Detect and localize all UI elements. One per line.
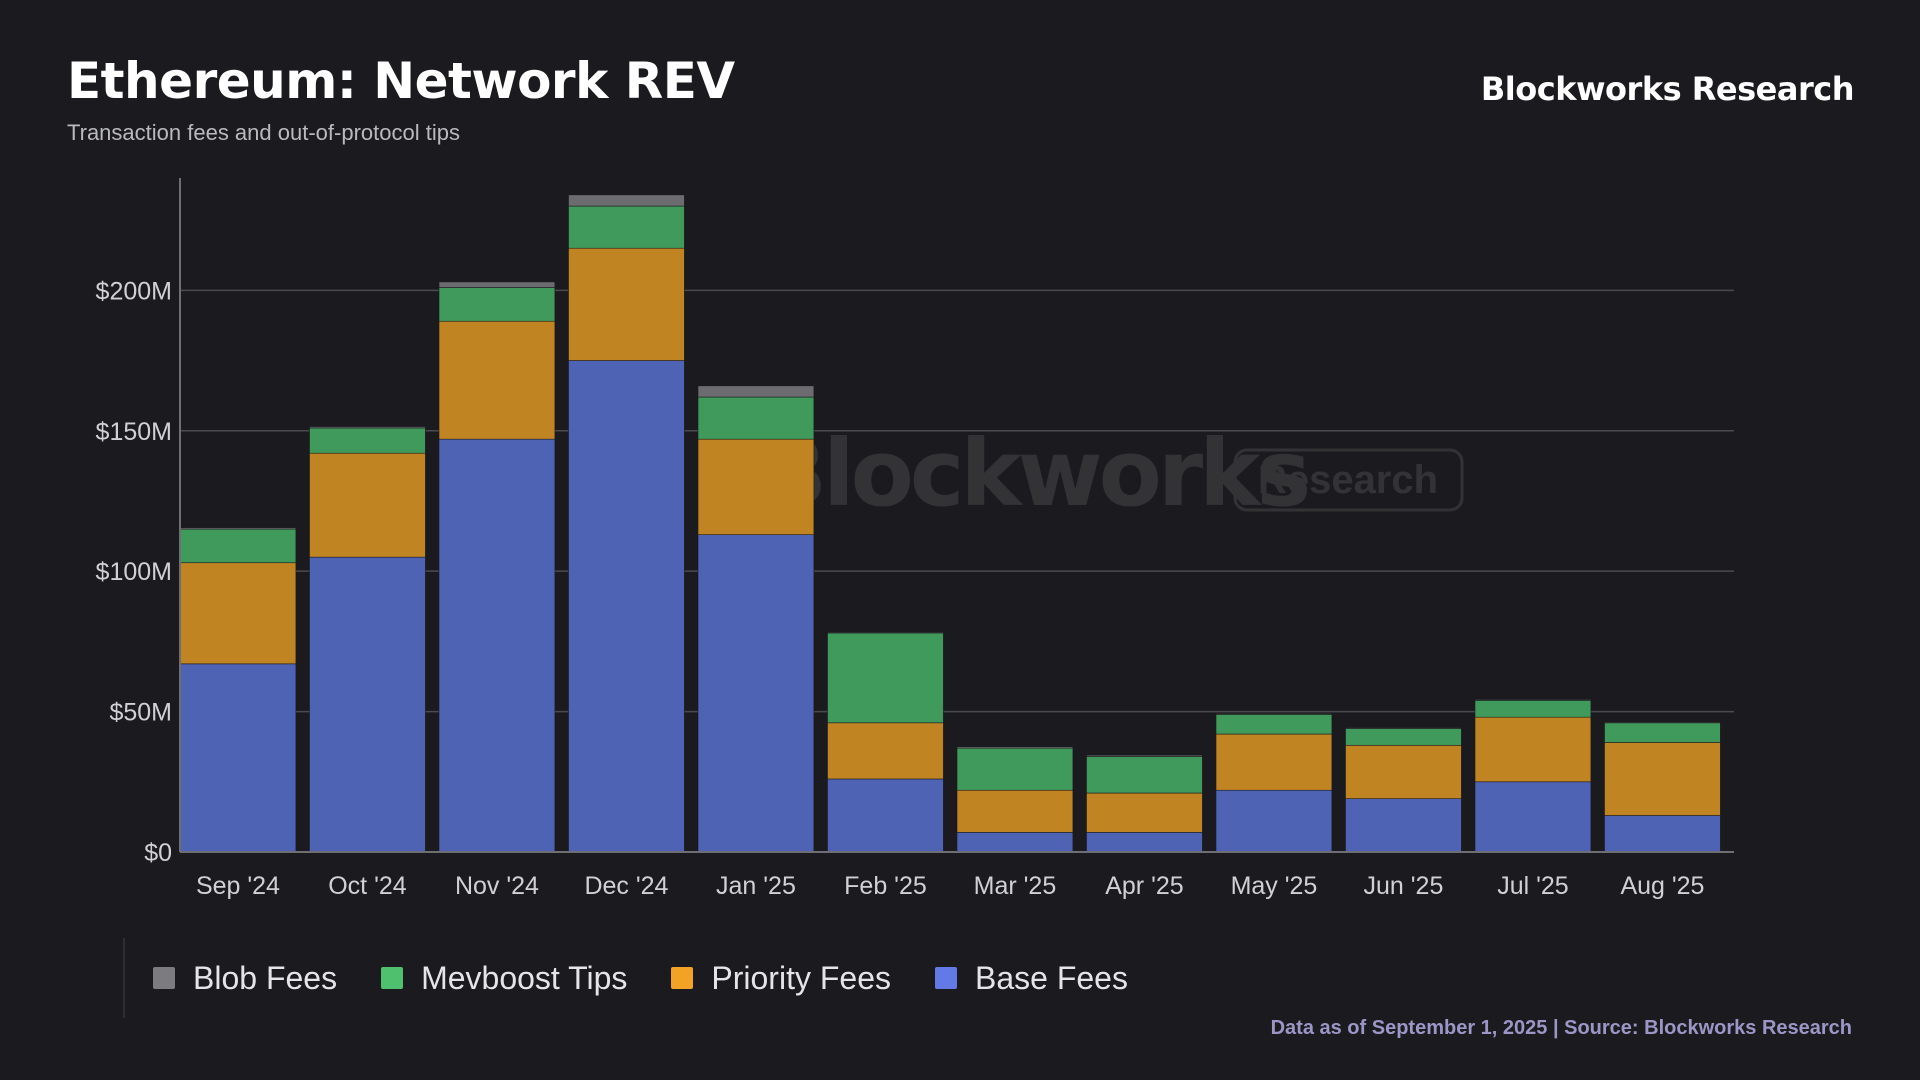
bar-segment-base-fees: [1215, 789, 1333, 853]
axes: [179, 178, 1734, 853]
x-tick-label: Jul '25: [1497, 872, 1568, 900]
bar-segment-base-fees: [179, 663, 297, 853]
bar-segment-mevboost-tips: [827, 632, 944, 724]
bar-segment-blob-fees: [179, 527, 297, 530]
bar-segment-base-fees: [309, 556, 426, 853]
bar-segment-base-fees: [1086, 832, 1203, 853]
watermark: Blockworks Research: [757, 420, 1464, 527]
y-tick-label: $150M: [96, 418, 172, 446]
bar-segment-priority-fees: [1215, 733, 1333, 791]
legend-label: Mevboost Tips: [421, 959, 628, 996]
watermark-badge: Research: [1258, 458, 1438, 502]
legend-label: Blob Fees: [193, 959, 338, 996]
watermark-word: Blockworks: [757, 420, 1307, 527]
bar-segment-priority-fees: [1604, 742, 1721, 816]
x-tick-label: Mar '25: [974, 872, 1057, 900]
bar-segment-priority-fees: [1474, 716, 1592, 783]
bar-segment-mevboost-tips: [309, 427, 426, 454]
bar-segment-base-fees: [1345, 798, 1462, 853]
bar-segment-priority-fees: [956, 789, 1074, 833]
x-tick-label: Dec '24: [584, 872, 668, 900]
bar-segment-base-fees: [697, 534, 815, 853]
y-tick-label: $0: [144, 839, 172, 867]
bar-segment-mevboost-tips: [956, 747, 1074, 791]
bar-segment-priority-fees: [827, 722, 944, 780]
legend-swatch: [153, 967, 175, 989]
legend-label: Base Fees: [974, 959, 1128, 996]
legend-item-blob-fees[interactable]: Blob Fees: [153, 960, 337, 997]
legend-item-mevboost-tips[interactable]: Mevboost Tips: [381, 960, 627, 997]
bar-segment-priority-fees: [309, 452, 426, 558]
bar-segment-blob-fees: [1345, 727, 1462, 729]
bar-segment-priority-fees: [697, 438, 815, 535]
bar-segment-blob-fees: [1474, 699, 1592, 701]
y-tick-labels: $0 $50M $100M $150M $200M: [96, 277, 172, 867]
bar-segment-mevboost-tips: [179, 528, 297, 564]
watermark-badge-frame: [1233, 448, 1464, 512]
bar-segment-mevboost-tips: [1604, 722, 1721, 743]
y-tick-label: $50M: [109, 699, 172, 727]
legend-swatch: [671, 967, 694, 989]
bar-segment-mevboost-tips: [1345, 728, 1462, 746]
source-note: Data as of September 1, 2025 | Source: B…: [1270, 1017, 1852, 1039]
chart-title: Ethereum: Network REV: [67, 52, 735, 110]
bar-segment-base-fees: [827, 778, 944, 853]
bar-segment-mevboost-tips: [697, 396, 815, 440]
x-tick-label: Nov '24: [455, 872, 539, 900]
legend: Blob Fees Mevboost Tips Priority Fees Base …: [123, 938, 1128, 1018]
chart-subtitle: Transaction fees and out-of-protocol tip…: [67, 120, 460, 145]
bar-segment-priority-fees: [1345, 744, 1462, 799]
bar-segment-priority-fees: [568, 247, 685, 361]
bar-segment-base-fees: [1604, 815, 1721, 853]
bar-segment-blob-fees: [568, 194, 685, 207]
legend-label: Priority Fees: [711, 959, 891, 996]
bar-segment-blob-fees: [697, 385, 815, 398]
bar-segment-base-fees: [1474, 781, 1592, 853]
bar-segment-mevboost-tips: [1474, 700, 1592, 718]
bar-segment-priority-fees: [1086, 792, 1203, 833]
bar-segment-base-fees: [568, 360, 685, 853]
bar-segment-blob-fees: [438, 281, 556, 288]
bar-segment-base-fees: [956, 832, 1074, 853]
bar-segment-base-fees: [438, 438, 556, 853]
brand-logo: Blockworks Research: [1480, 70, 1855, 108]
legend-item-priority-fees[interactable]: Priority Fees: [671, 960, 891, 997]
bar-segment-mevboost-tips: [568, 205, 685, 249]
x-tick-label: Aug '25: [1620, 872, 1704, 900]
bars: [179, 194, 1721, 853]
x-tick-label: Oct '24: [328, 872, 407, 900]
bar-segment-blob-fees: [309, 426, 426, 429]
bar-segment-priority-fees: [438, 320, 556, 440]
y-tick-label: $100M: [96, 558, 172, 586]
x-tick-label: Sep '24: [196, 872, 280, 900]
bar-segment-mevboost-tips: [438, 287, 556, 322]
legend-swatch: [381, 967, 404, 989]
x-tick-label: Jun '25: [1364, 872, 1444, 900]
bar-segment-mevboost-tips: [1086, 756, 1203, 794]
bar-segment-blob-fees: [1604, 721, 1721, 724]
legend-item-base-fees[interactable]: Base Fees: [934, 959, 1128, 997]
bar-segment-blob-fees: [956, 746, 1074, 749]
x-tick-label: Jan '25: [716, 872, 796, 900]
bar-segment-priority-fees: [179, 562, 297, 665]
bar-segment-blob-fees: [1215, 713, 1333, 715]
bar-segment-blob-fees: [827, 631, 944, 634]
x-tick-label: Apr '25: [1105, 872, 1183, 900]
y-tick-label: $200M: [96, 277, 172, 305]
x-tick-labels: Sep '24 Oct '24 Nov '24 Dec '24 Jan '25 Feb '…: [196, 872, 1705, 900]
legend-swatch: [934, 967, 957, 989]
x-tick-label: May '25: [1231, 872, 1318, 900]
bar-segment-blob-fees: [1086, 754, 1203, 757]
bar-segment-mevboost-tips: [1215, 714, 1333, 735]
x-tick-label: Feb '25: [844, 872, 927, 900]
